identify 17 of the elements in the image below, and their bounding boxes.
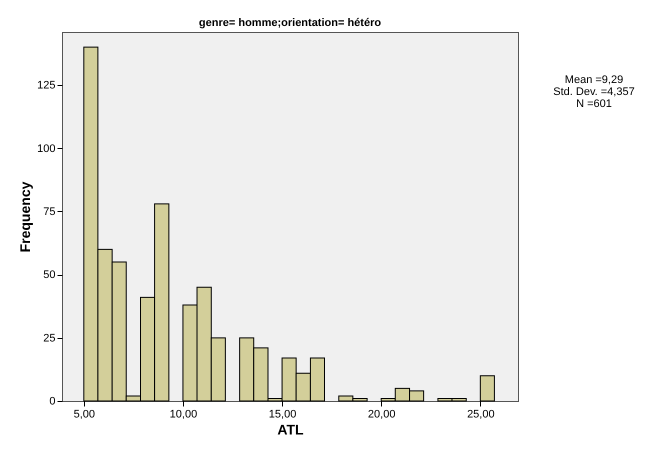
x-tick-label: 15,00 bbox=[268, 408, 296, 420]
text: Std. Dev. =4,357 bbox=[552, 86, 636, 98]
y-tick-label: 125 bbox=[37, 80, 56, 92]
x-tick-label: 20,00 bbox=[368, 408, 396, 420]
y-axis-title: Frequency bbox=[17, 181, 34, 252]
text: N =601 bbox=[575, 98, 613, 110]
text: Mean =9,29 bbox=[564, 74, 624, 86]
y-tick-label: 75 bbox=[43, 206, 56, 218]
y-tick-label: 0 bbox=[49, 396, 56, 408]
y-tick-label: 50 bbox=[43, 269, 56, 282]
chart-title: genre= homme;orientation= hétéro bbox=[198, 17, 382, 29]
y-tick-label: 25 bbox=[43, 332, 56, 344]
x-tick-label: 5,00 bbox=[74, 408, 96, 420]
x-axis-title: ATL bbox=[277, 422, 304, 438]
y-tick-label: 100 bbox=[37, 142, 56, 155]
x-tick-label: 25,00 bbox=[467, 408, 495, 420]
x-tick-label: 10,00 bbox=[170, 408, 198, 420]
